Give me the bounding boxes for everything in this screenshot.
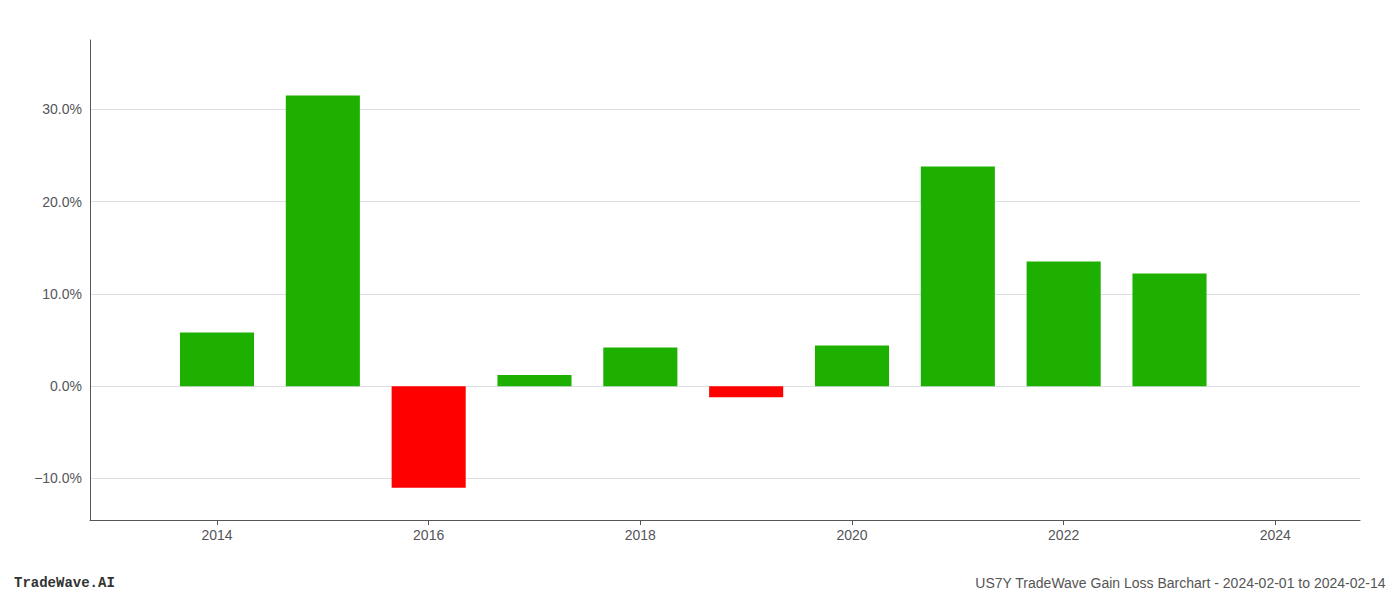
svg-text:US7Y TradeWave Gain Loss Barch: US7Y TradeWave Gain Loss Barchart - 2024… [975,575,1385,591]
svg-text:2016: 2016 [413,527,444,543]
svg-text:20.0%: 20.0% [42,194,82,210]
svg-text:0.0%: 0.0% [50,378,82,394]
svg-text:10.0%: 10.0% [42,286,82,302]
svg-text:2022: 2022 [1048,527,1079,543]
svg-text:TradeWave.AI: TradeWave.AI [14,575,115,591]
svg-text:2014: 2014 [201,527,232,543]
svg-text:2018: 2018 [625,527,656,543]
svg-text:−10.0%: −10.0% [34,470,82,486]
svg-text:2020: 2020 [836,527,867,543]
svg-text:30.0%: 30.0% [42,101,82,117]
svg-text:2024: 2024 [1260,527,1291,543]
